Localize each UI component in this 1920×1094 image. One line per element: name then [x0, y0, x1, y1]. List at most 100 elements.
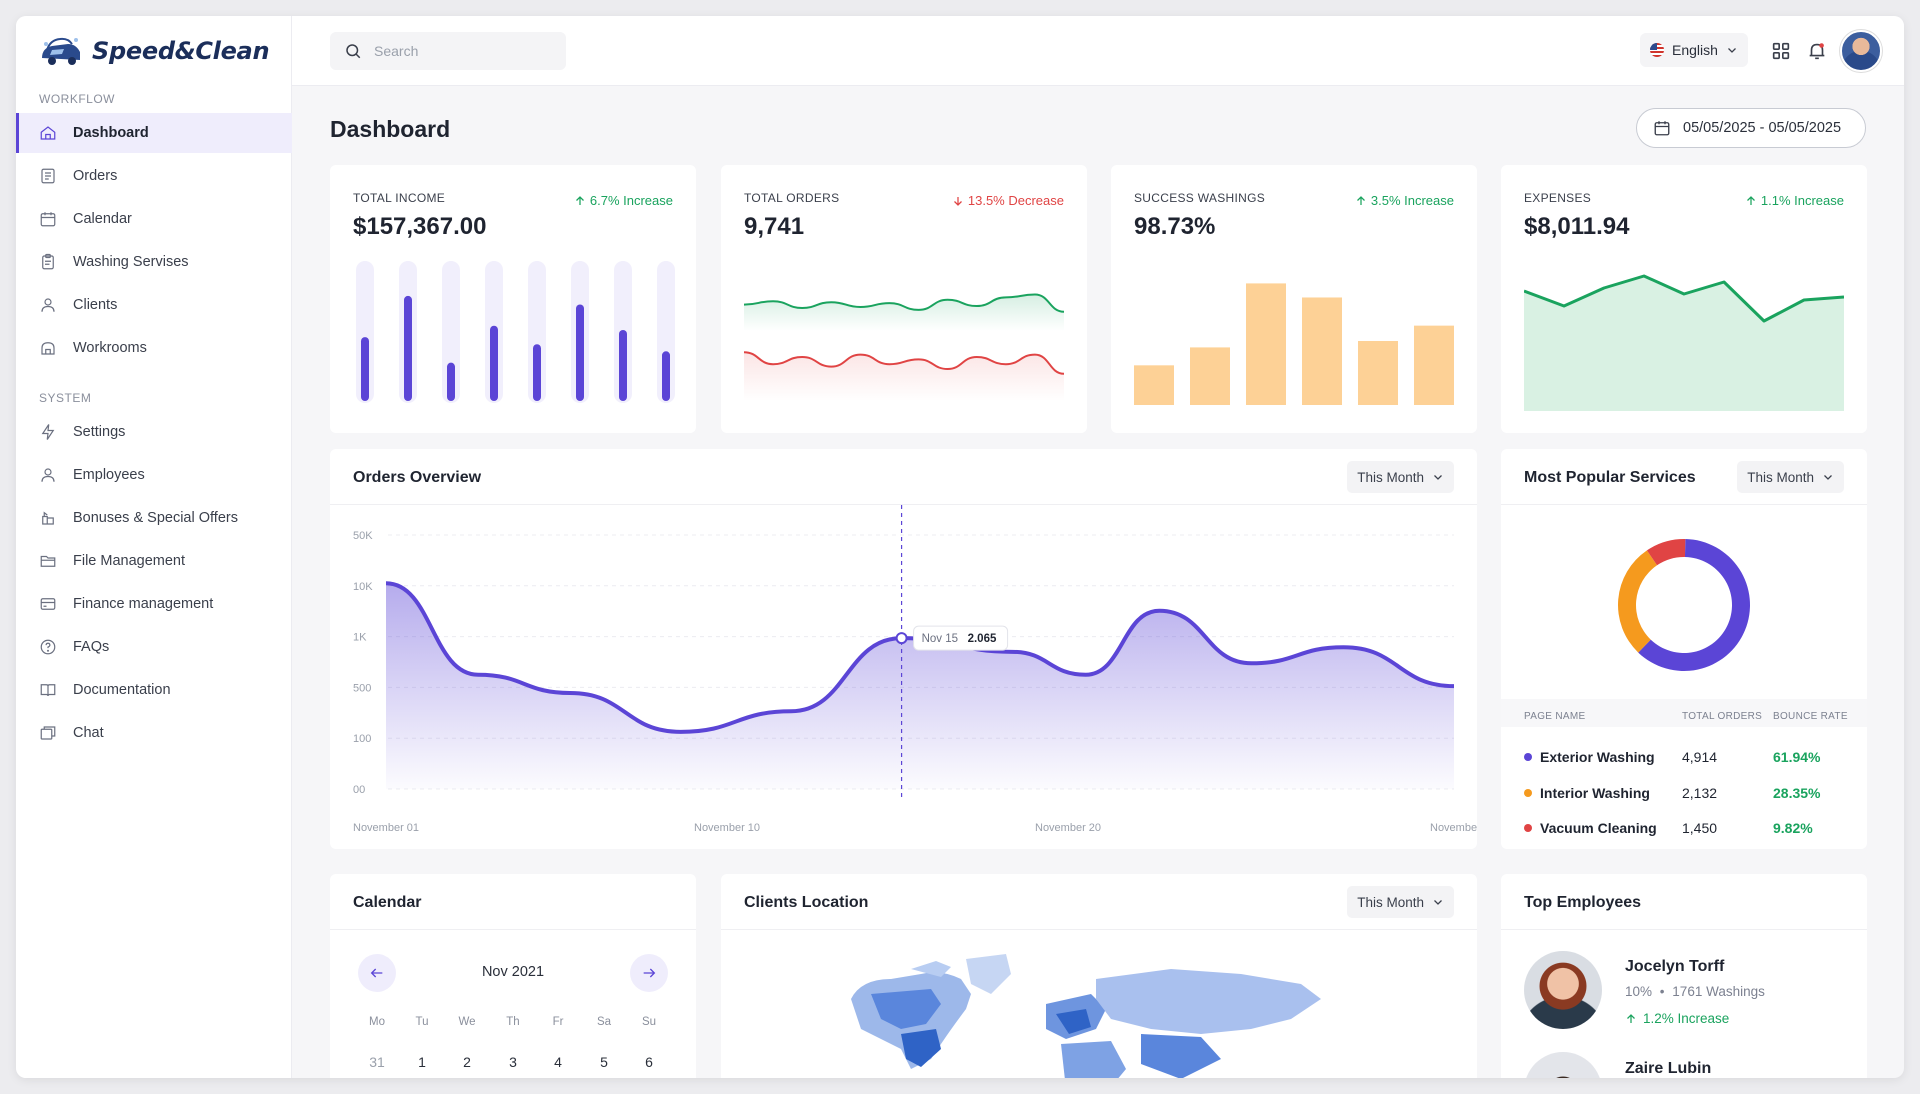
calendar-day[interactable]: 4: [554, 1054, 562, 1070]
stat-card-total-orders: TOTAL ORDERS 9,741 13.5% Decrease: [721, 165, 1087, 433]
donut-slice: [1638, 539, 1750, 671]
map-greenland[interactable]: [966, 954, 1011, 994]
series-area: [1524, 276, 1844, 411]
table-row[interactable]: Interior Washing 2,132 28.35%: [1524, 781, 1844, 805]
popular-services-card: Most Popular Services This Month PAGE NA…: [1501, 449, 1867, 849]
table-row[interactable]: Exterior Washing 4,914 61.94%: [1524, 745, 1844, 769]
divider: [330, 504, 1477, 505]
sidebar-item-finance[interactable]: Finance management: [16, 584, 292, 624]
service-rate: 9.82%: [1773, 820, 1813, 836]
sidebar-item-label: Calendar: [73, 211, 132, 227]
card-title: Top Employees: [1524, 894, 1642, 911]
orders-overview-filter[interactable]: This Month: [1347, 461, 1454, 493]
bar: [1190, 347, 1230, 405]
calendar-day[interactable]: 6: [645, 1054, 653, 1070]
sidebar-item-employees[interactable]: Employees: [16, 455, 292, 495]
bar: [447, 362, 455, 401]
calendar-next-button[interactable]: [630, 954, 668, 992]
sidebar-item-clients[interactable]: Clients: [16, 285, 292, 325]
map-arctic-islands[interactable]: [911, 961, 951, 977]
bell-icon[interactable]: [1806, 40, 1828, 62]
arrow-up-icon: [1746, 195, 1755, 205]
calendar-prev-button[interactable]: [358, 954, 396, 992]
calendar-day[interactable]: 2: [463, 1054, 471, 1070]
us-flag-icon: [1650, 43, 1664, 57]
legend-dot: [1524, 789, 1532, 797]
sidebar-item-bonuses[interactable]: Bonuses & Special Offers: [16, 498, 292, 538]
logo[interactable]: Speed&Clean: [38, 34, 270, 68]
sidebar-item-dashboard[interactable]: Dashboard: [16, 113, 292, 153]
sidebar-item-label: Finance management: [73, 596, 214, 612]
map-canada[interactable]: [871, 989, 941, 1029]
employee-name[interactable]: Zaire Lubin: [1625, 1060, 1712, 1077]
col-total-orders: TOTAL ORDERS: [1682, 711, 1763, 722]
top-employees-card: Top Employees Jocelyn Torff 10% • 1761 W…: [1501, 874, 1867, 1078]
sidebar-item-washing-services[interactable]: Washing Servises: [16, 242, 292, 282]
map-africa[interactable]: [1061, 1041, 1126, 1078]
map-asia[interactable]: [1096, 969, 1321, 1034]
bar-track: [356, 261, 374, 403]
sidebar-item-settings[interactable]: Settings: [16, 412, 292, 452]
bar: [1302, 297, 1342, 405]
home-icon: [40, 126, 56, 140]
filter-label: This Month: [1357, 469, 1424, 485]
x-tick-label: November 01: [353, 822, 419, 834]
search-box[interactable]: [330, 32, 566, 70]
sidebar-item-label: Bonuses & Special Offers: [73, 510, 238, 526]
y-tick-label: 10K: [353, 581, 373, 593]
y-tick-label: 50K: [353, 530, 373, 542]
map-south-asia[interactable]: [1141, 1034, 1221, 1078]
bar: [1414, 325, 1454, 405]
table-row[interactable]: Vacuum Cleaning 1,450 9.82%: [1524, 816, 1844, 840]
app-name: Speed&Clean: [92, 37, 270, 65]
sidebar-item-label: Chat: [73, 725, 104, 741]
calendar-day[interactable]: 1: [418, 1054, 426, 1070]
card-title: Calendar: [353, 894, 422, 911]
sidebar-item-faqs[interactable]: FAQs: [16, 627, 292, 667]
sidebar-item-orders[interactable]: Orders: [16, 156, 292, 196]
sidebar-item-file-management[interactable]: File Management: [16, 541, 292, 581]
employee-name[interactable]: Jocelyn Torff: [1625, 958, 1725, 975]
map-usa[interactable]: [901, 1029, 941, 1067]
calendar-day[interactable]: 31: [369, 1054, 385, 1070]
divider: [330, 929, 696, 930]
popular-services-filter[interactable]: This Month: [1737, 461, 1844, 493]
apps-grid-icon[interactable]: [1770, 40, 1792, 62]
language-label: English: [1672, 42, 1718, 58]
bar: [1246, 283, 1286, 405]
date-range-picker[interactable]: 05/05/2025 - 05/05/2025: [1636, 108, 1866, 148]
x-tick-label: November 20: [1035, 822, 1101, 834]
weekday-label: We: [458, 1016, 476, 1028]
employee-avatar[interactable]: [1524, 951, 1602, 1029]
tooltip-value: 2.065: [968, 633, 997, 645]
calendar-day[interactable]: 5: [600, 1054, 608, 1070]
orders-overview-chart[interactable]: 50K 10K 1K 500 100 00 November 01 November 10 No…: [330, 505, 1477, 849]
clients-location-filter[interactable]: This Month: [1347, 886, 1454, 918]
weekday-label: Su: [641, 1016, 657, 1028]
sidebar-item-chat[interactable]: Chat: [16, 713, 292, 753]
employee-avatar[interactable]: [1524, 1052, 1602, 1078]
calendar-day[interactable]: 3: [509, 1054, 517, 1070]
stat-value: $157,367.00: [353, 213, 487, 240]
sidebar-item-calendar[interactable]: Calendar: [16, 199, 292, 239]
weekday-label: Mo: [369, 1016, 385, 1028]
world-map[interactable]: [841, 949, 1361, 1078]
user-avatar[interactable]: [1840, 30, 1882, 72]
divider: [1501, 929, 1867, 930]
service-name: Interior Washing: [1540, 785, 1650, 801]
series-area: [744, 352, 1064, 401]
bar: [1358, 341, 1398, 405]
sidebar-item-label: Orders: [73, 168, 118, 184]
sidebar-item-workrooms[interactable]: Workrooms: [16, 328, 292, 368]
sidebar-item-documentation[interactable]: Documentation: [16, 670, 292, 710]
legend-dot: [1524, 824, 1532, 832]
calendar-icon: [1654, 121, 1670, 136]
sidebar-item-label: File Management: [73, 553, 186, 569]
folder-icon: [40, 555, 56, 567]
donut-slice: [1618, 550, 1658, 653]
search-input[interactable]: [374, 43, 544, 59]
map-western-europe[interactable]: [1056, 1009, 1091, 1034]
arrow-up-icon: [1356, 195, 1365, 205]
income-bar-chart: [356, 261, 675, 403]
language-selector[interactable]: English: [1640, 33, 1748, 67]
